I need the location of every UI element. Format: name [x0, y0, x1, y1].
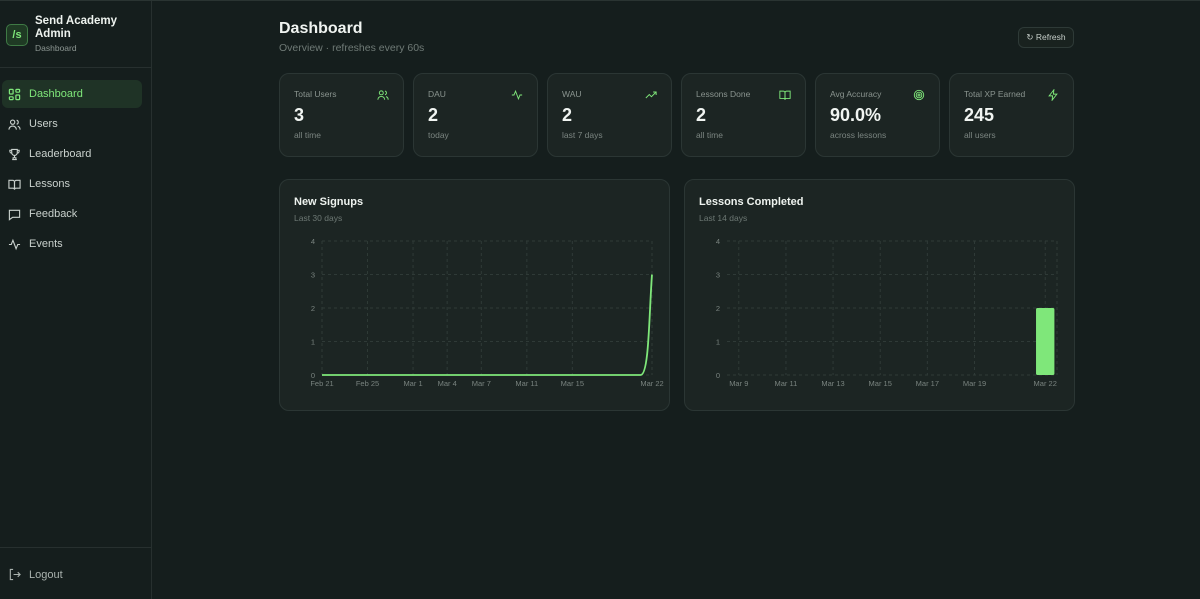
page-subtitle: Overview · refreshes every 60s: [279, 42, 425, 54]
logout-icon: [8, 568, 21, 581]
book-icon: [8, 178, 21, 191]
series-line: [322, 274, 653, 376]
sidebar-item-dashboard[interactable]: Dashboard: [2, 80, 142, 108]
stat-value: 90.0%: [830, 105, 882, 125]
stat-card-total-xp: Total XP Earned 245 all users: [949, 73, 1074, 157]
x-tick-label: Feb 25: [356, 379, 379, 388]
y-tick-label: 2: [716, 304, 720, 313]
sidebar-item-label: Feedback: [29, 208, 78, 220]
chart-subtitle: Last 14 days: [699, 213, 748, 223]
chart-title: Lessons Completed: [699, 196, 804, 208]
sidebar-footer: Logout: [0, 547, 151, 599]
stat-value: 2: [428, 105, 439, 125]
sidebar-item-label: Lessons: [29, 178, 70, 190]
y-tick-label: 3: [311, 271, 315, 280]
chart-subtitle: Last 30 days: [294, 213, 343, 223]
sidebar: /s Send Academy Admin Dashboard Dashboar…: [0, 1, 152, 599]
stat-label: Avg Accuracy: [830, 89, 882, 99]
signups-chart-card: New Signups Last 30 days 0 1 2 3 4 Feb 21 Feb …: [279, 179, 670, 411]
stats-row: Total Users 3 all time DAU 2 today WAU 2…: [279, 73, 1074, 157]
x-tick-label: Mar 22: [1034, 379, 1057, 388]
brand-name: Send Academy Admin: [35, 15, 118, 40]
sidebar-nav: Dashboard Users Leaderboard Lessons Feed…: [0, 68, 151, 258]
stat-label: Total XP Earned: [964, 89, 1026, 99]
chart-title: New Signups: [294, 196, 364, 208]
sidebar-item-label: Dashboard: [29, 88, 83, 100]
stat-caption: today: [428, 130, 449, 140]
stat-caption: all users: [964, 130, 996, 140]
refresh-button[interactable]: ↻ Refresh: [1018, 27, 1074, 48]
brand-logo: /s: [6, 24, 28, 46]
stat-card-dau: DAU 2 today: [413, 73, 538, 157]
sidebar-item-label: Users: [29, 118, 58, 130]
x-tick-label: Mar 19: [963, 379, 986, 388]
stat-label: Total Users: [294, 89, 337, 99]
stat-value: 2: [696, 105, 707, 125]
message-icon: [8, 208, 21, 221]
x-tick-label: Mar 4: [438, 379, 457, 388]
sidebar-item-label: Events: [29, 238, 63, 250]
sidebar-item-events[interactable]: Events: [2, 230, 142, 258]
trophy-icon: [8, 148, 21, 161]
stat-caption: all time: [294, 130, 321, 140]
stat-card-wau: WAU 2 last 7 days: [547, 73, 672, 157]
y-tick-label: 3: [716, 271, 720, 280]
sidebar-item-feedback[interactable]: Feedback: [2, 200, 142, 228]
y-tick-label: 0: [311, 371, 315, 380]
stat-card-avg-accuracy: Avg Accuracy 90.0% across lessons: [815, 73, 940, 157]
sidebar-item-label: Leaderboard: [29, 148, 92, 160]
stat-value: 245: [964, 105, 995, 125]
sidebar-item-users[interactable]: Users: [2, 110, 142, 138]
lessons-chart: 0 1 2 3 4 Mar 9 Mar 11 Mar 13 Mar 15 Mar 17 Mar 19…: [716, 237, 1058, 388]
y-tick-label: 4: [716, 237, 720, 246]
stat-caption: last 7 days: [562, 130, 603, 140]
y-tick-label: 1: [716, 338, 720, 347]
logout-label: Logout: [29, 568, 63, 581]
brand-subtitle: Dashboard: [35, 43, 77, 53]
x-tick-label: Mar 17: [916, 379, 939, 388]
x-tick-label: Mar 11: [775, 379, 798, 388]
y-tick-label: 0: [716, 371, 720, 380]
x-tick-label: Mar 15: [869, 379, 892, 388]
stat-label: DAU: [428, 89, 446, 99]
y-tick-label: 1: [311, 338, 315, 347]
x-tick-label: Mar 9: [729, 379, 748, 388]
stat-value: 2: [562, 105, 573, 125]
stat-label: WAU: [562, 89, 582, 99]
x-tick-label: Mar 1: [403, 379, 422, 388]
x-tick-label: Mar 11: [515, 379, 538, 388]
lessons-chart-card: Lessons Completed Last 14 days 0 1 2 3 4 Mar …: [684, 179, 1075, 411]
stat-caption: across lessons: [830, 130, 887, 140]
stat-card-total-users: Total Users 3 all time: [279, 73, 404, 157]
page-title: Dashboard: [279, 20, 363, 37]
stat-value: 3: [294, 105, 305, 125]
sidebar-item-leaderboard[interactable]: Leaderboard: [2, 140, 142, 168]
activity-icon: [511, 88, 523, 101]
bar[interactable]: [1036, 308, 1055, 375]
book-icon: [779, 88, 791, 100]
x-tick-label: Mar 15: [561, 379, 584, 388]
x-tick-label: Mar 22: [640, 379, 663, 388]
stat-label: Lessons Done: [696, 89, 751, 99]
users-icon: [8, 118, 21, 131]
activity-icon: [8, 238, 21, 251]
stat-card-lessons-done: Lessons Done 2 all time: [681, 73, 806, 157]
zap-icon: [1047, 88, 1059, 102]
logout-button[interactable]: Logout: [8, 568, 151, 581]
y-tick-label: 2: [311, 304, 315, 313]
grid-icon: [8, 88, 21, 101]
stat-caption: all time: [696, 130, 723, 140]
users-icon: [377, 88, 389, 100]
x-tick-label: Mar 13: [821, 379, 844, 388]
brand: /s Send Academy Admin Dashboard: [0, 1, 151, 68]
x-tick-label: Feb 21: [310, 379, 333, 388]
x-tick-label: Mar 7: [472, 379, 491, 388]
target-icon: [913, 88, 925, 101]
y-tick-label: 4: [311, 237, 315, 246]
sidebar-item-lessons[interactable]: Lessons: [2, 170, 142, 198]
signups-chart: 0 1 2 3 4 Feb 21 Feb 25 Mar 1 Mar 4 Mar 7 Mar 11 Ma…: [310, 237, 663, 388]
trending-up-icon: [645, 88, 657, 100]
